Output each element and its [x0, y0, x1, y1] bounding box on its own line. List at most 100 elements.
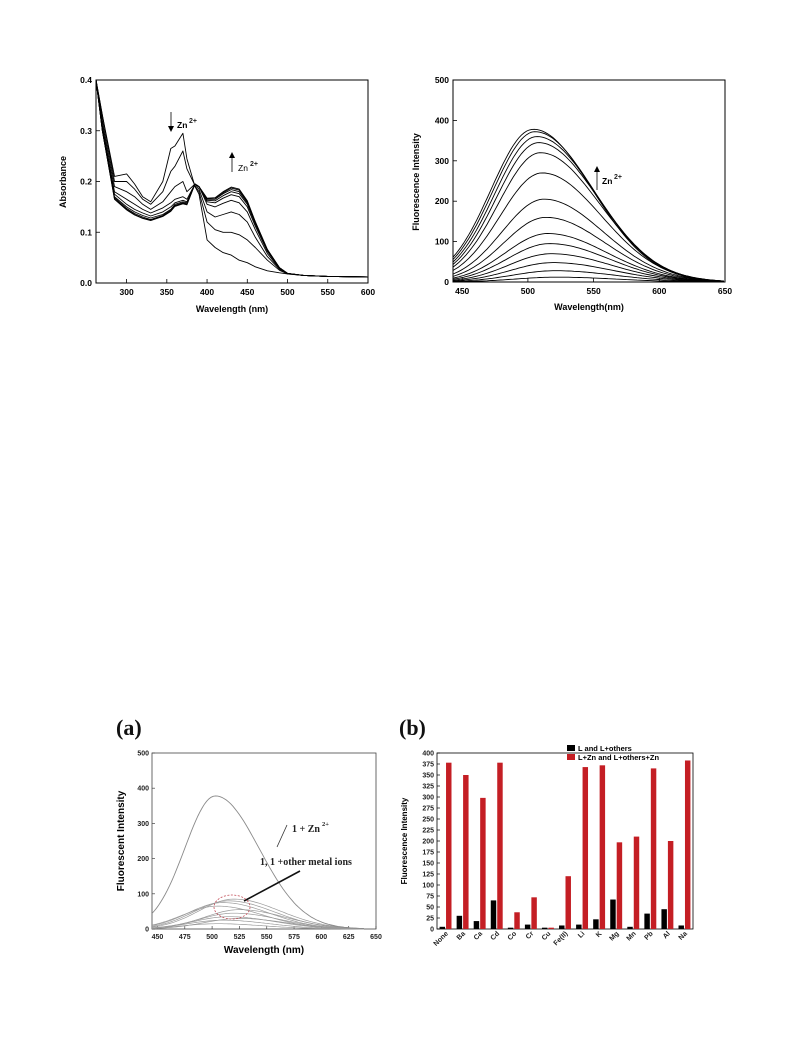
bar-l-zn [599, 765, 606, 929]
zn-label: Zn [238, 163, 248, 173]
category-label: Pb [643, 930, 654, 941]
emission-series-line [452, 128, 724, 282]
x-tick-label: 450 [240, 287, 254, 297]
bar-l-zn [531, 897, 537, 929]
panel-a-chart: (a) 450 475 500 525 550 575 600 625 650 0 100 200 30… [116, 715, 382, 955]
bar-l-zn [480, 797, 486, 929]
zn-increase-annotation: Zn 2+ [229, 152, 258, 173]
y-tick-label: 50 [426, 905, 434, 912]
fluorescence-titration-chart: 450 500 550 600 650 0 100 200 300 400 500 Zn 2+ Wa… [411, 75, 732, 312]
y-axis-title: Fluorescence Intensity [411, 133, 421, 231]
bar-l-zn [446, 762, 452, 929]
other-ion-series-line [151, 898, 365, 929]
zn-superscript: 2+ [322, 821, 329, 828]
x-tick-label: 475 [179, 934, 191, 941]
category-label: Cu [541, 930, 553, 942]
bar-l-zn [497, 762, 503, 929]
x-tick-label: 350 [160, 287, 174, 297]
zn-decrease-annotation: Zn 2+ [168, 112, 197, 132]
category-label: Co [507, 930, 519, 942]
bar-l-others [524, 924, 531, 929]
category-label: None [433, 930, 450, 947]
category-label: Al [662, 930, 672, 940]
absorbance-series-line [95, 79, 369, 278]
x-tick-label: 600 [652, 286, 666, 296]
y-tick-label: 175 [422, 850, 434, 857]
x-tick-label: 300 [119, 287, 133, 297]
y-tick-label: 0.3 [80, 126, 92, 136]
bar-l-zn [684, 760, 691, 929]
plot-frame [151, 752, 377, 930]
y-tick-label: 200 [137, 856, 149, 863]
emission-series-line [452, 152, 724, 282]
absorbance-series-line [95, 79, 369, 278]
x-tick-label: 550 [587, 286, 601, 296]
bar-l-others [541, 927, 548, 929]
zn-label: Zn [177, 120, 187, 130]
absorbance-series-line [95, 79, 369, 278]
bar-l-others [439, 926, 446, 929]
y-tick-label: 300 [137, 821, 149, 828]
legend-label-black: L and L+others [578, 744, 632, 753]
bar-l-zn [548, 927, 554, 929]
y-tick-label: 400 [435, 115, 449, 125]
bar-l-zn [582, 767, 589, 929]
y-tick-label: 75 [426, 894, 434, 901]
x-tick-label: 625 [343, 934, 355, 941]
y-tick-label: 0 [444, 277, 449, 287]
x-tick-label: 500 [206, 934, 218, 941]
category-label: Na [678, 930, 689, 941]
bar-l-zn [514, 912, 520, 929]
y-tick-label: 225 [422, 828, 434, 835]
category-label: Ca [473, 930, 484, 941]
y-tick-label: 0.1 [80, 227, 92, 237]
panel-label-b: (b) [399, 715, 426, 740]
absorbance-series-line [95, 79, 369, 278]
y-tick-label: 200 [422, 839, 434, 846]
bar-l-others [490, 900, 497, 929]
bar-l-others [559, 925, 565, 929]
emission-series-line [452, 270, 724, 283]
category-label: Cr [525, 930, 536, 941]
bar-l-zn [565, 876, 571, 929]
x-tick-label: 550 [321, 287, 335, 297]
absorbance-chart: 300 350 400 450 500 550 600 0.0 0.1 0.2 0.3 0.4 Zn … [58, 75, 375, 314]
y-tick-label: 250 [422, 817, 434, 824]
panel-label-a: (a) [116, 715, 142, 740]
other-ion-series-line [151, 919, 364, 930]
x-tick-label: 650 [370, 934, 382, 941]
plot-frame [95, 79, 369, 284]
panel-b-chart: (b) 0 25 50 75 100 125 150 175 200 225 250 275 300 32… [399, 715, 694, 948]
y-tick-label: 25 [426, 916, 434, 923]
plot-frame [452, 79, 726, 283]
y-tick-label: 350 [422, 773, 434, 780]
y-tick-label: 125 [422, 872, 434, 879]
emission-series-line [452, 216, 724, 282]
y-tick-label: 375 [422, 762, 434, 769]
zn-superscript: 2+ [614, 174, 622, 181]
y-tick-label: 150 [422, 861, 434, 868]
y-tick-label: 100 [435, 237, 449, 247]
category-label: Ba [456, 930, 467, 941]
x-axis-title: Wavelength(nm) [554, 302, 624, 312]
x-axis-title: Wavelength (nm) [196, 304, 268, 314]
y-axis-title: Fluorescent Intensity [116, 790, 127, 891]
x-tick-label: 500 [280, 287, 294, 297]
zn-curve-annotation: 1 + Zn 2+ [276, 821, 329, 848]
x-axis-title: Wavelength (nm) [224, 945, 304, 955]
absorbance-series-line [95, 79, 369, 278]
y-tick-label: 0.0 [80, 278, 92, 288]
y-tick-label: 500 [435, 75, 449, 85]
bar-l-others [456, 915, 463, 929]
category-label: Li [577, 930, 586, 939]
category-label: Cd [490, 930, 502, 942]
bar-l-others [576, 924, 582, 929]
bar-l-others [661, 909, 667, 929]
category-label: Fe(II) [553, 930, 570, 947]
x-tick-label: 575 [288, 934, 300, 941]
absorbance-series-line [95, 79, 369, 278]
legend-label-red: L+Zn and L+others+Zn [578, 753, 659, 762]
zn-series-line [151, 795, 365, 930]
zn-superscript: 2+ [189, 118, 197, 125]
absorbance-series-line [95, 79, 369, 278]
